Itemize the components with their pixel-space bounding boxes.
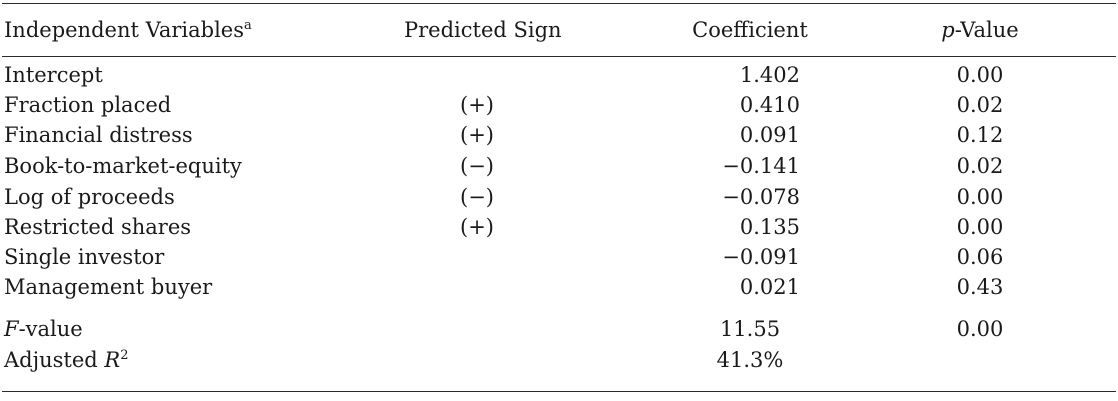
variable-name: Fraction placed [4, 93, 172, 117]
header-p-value: p-Value [941, 18, 1019, 42]
variable-name: Management buyer [4, 275, 213, 299]
f-value: 11.55 [719, 317, 781, 341]
coefficient-value: 0.021 [739, 275, 800, 299]
p-value: 0.02 [956, 154, 1004, 178]
coefficient-value: 0.091 [739, 123, 800, 147]
adjusted-r2-label: Adjusted R2 [4, 348, 129, 372]
variable-name: Intercept [4, 63, 103, 87]
variable-name: Book-to-market-equity [4, 154, 242, 178]
variable-name: Restricted shares [4, 215, 192, 239]
coefficient-value: −0.141 [722, 154, 800, 178]
footnote-marker: a [244, 18, 252, 33]
p-value: 0.12 [956, 123, 1004, 147]
header-predicted-sign: Predicted Sign [404, 18, 562, 42]
coefficient-value: 1.402 [739, 63, 800, 87]
variable-name: Financial distress [4, 123, 193, 147]
predicted-sign: (+) [460, 215, 494, 239]
p-value: 0.43 [956, 275, 1004, 299]
p-value: 0.06 [956, 245, 1004, 269]
p-value: 0.00 [956, 215, 1004, 239]
coefficient-value: −0.091 [722, 245, 800, 269]
predicted-sign: (−) [460, 154, 494, 178]
f-value-label: F-value [4, 317, 83, 341]
table-bottom-rule [2, 391, 1116, 392]
variable-name: Single investor [4, 245, 165, 269]
table-top-rule [2, 3, 1116, 4]
variable-name: Log of proceeds [4, 185, 175, 209]
predicted-sign: (−) [460, 185, 494, 209]
adjusted-r2-value: 41.3% [716, 348, 784, 372]
coefficient-value: −0.078 [722, 185, 800, 209]
p-value: 0.02 [956, 93, 1004, 117]
coefficient-value: 0.135 [739, 215, 800, 239]
header-independent-variables: Independent Variablesa [4, 18, 252, 42]
header-rule [2, 56, 1116, 57]
coefficient-value: 0.410 [739, 93, 800, 117]
predicted-sign: (+) [460, 123, 494, 147]
p-value: 0.00 [956, 185, 1004, 209]
header-coefficient: Coefficient [692, 18, 808, 42]
predicted-sign: (+) [460, 93, 494, 117]
f-p-value: 0.00 [956, 317, 1004, 341]
p-value: 0.00 [956, 63, 1004, 87]
